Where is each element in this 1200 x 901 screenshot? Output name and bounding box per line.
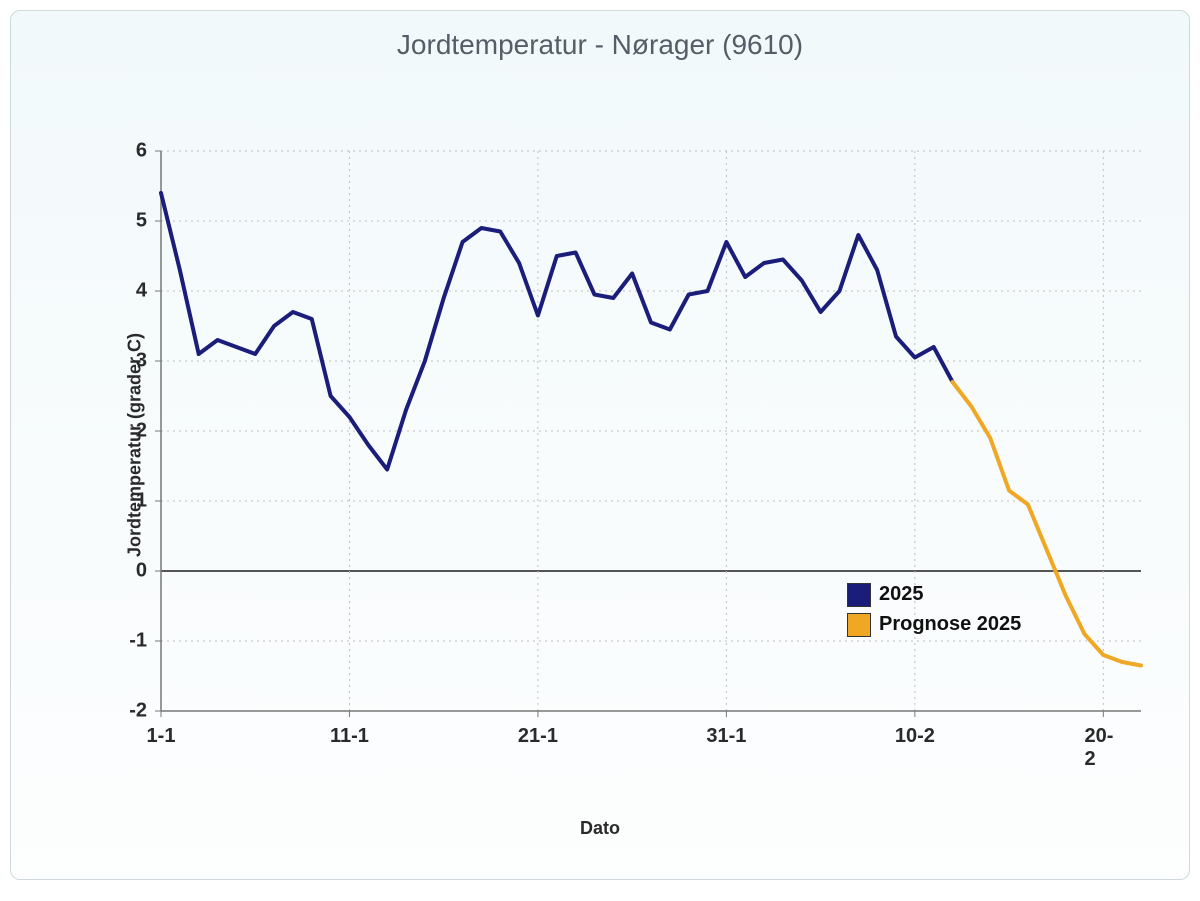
y-tick-label: -1 (129, 630, 147, 653)
y-tick-label: 5 (136, 210, 147, 233)
x-tick-label: 21-1 (518, 725, 558, 748)
legend-item: 2025 (847, 583, 1021, 607)
y-tick-label: 1 (136, 490, 147, 513)
y-tick-label: 4 (136, 280, 147, 303)
series-line (161, 193, 953, 470)
legend-label: Prognose 2025 (879, 613, 1021, 636)
plot-area: 2025Prognose 2025 -2-101234561-111-121-1… (161, 151, 1141, 711)
x-tick-label: 20-2 (1084, 725, 1122, 771)
legend-swatch (847, 613, 871, 637)
chart-title: Jordtemperatur - Nørager (9610) (11, 29, 1189, 61)
x-tick-label: 1-1 (147, 725, 176, 748)
x-axis-label: Dato (11, 818, 1189, 839)
y-tick-label: -2 (129, 700, 147, 723)
y-tick-label: 0 (136, 560, 147, 583)
x-tick-label: 11-1 (330, 725, 369, 748)
legend: 2025 Prognose 2025 (847, 577, 1021, 643)
y-tick-label: 3 (136, 350, 147, 373)
x-tick-label: 31-1 (706, 725, 746, 748)
legend-swatch (847, 583, 871, 607)
chart-panel: Jordtemperatur - Nørager (9610) Jordtemp… (10, 10, 1190, 880)
legend-item: Prognose 2025 (847, 613, 1021, 637)
legend-label: 2025 (879, 583, 924, 606)
x-tick-label: 10-2 (895, 725, 935, 748)
y-tick-label: 2 (136, 420, 147, 443)
y-tick-label: 6 (136, 140, 147, 163)
